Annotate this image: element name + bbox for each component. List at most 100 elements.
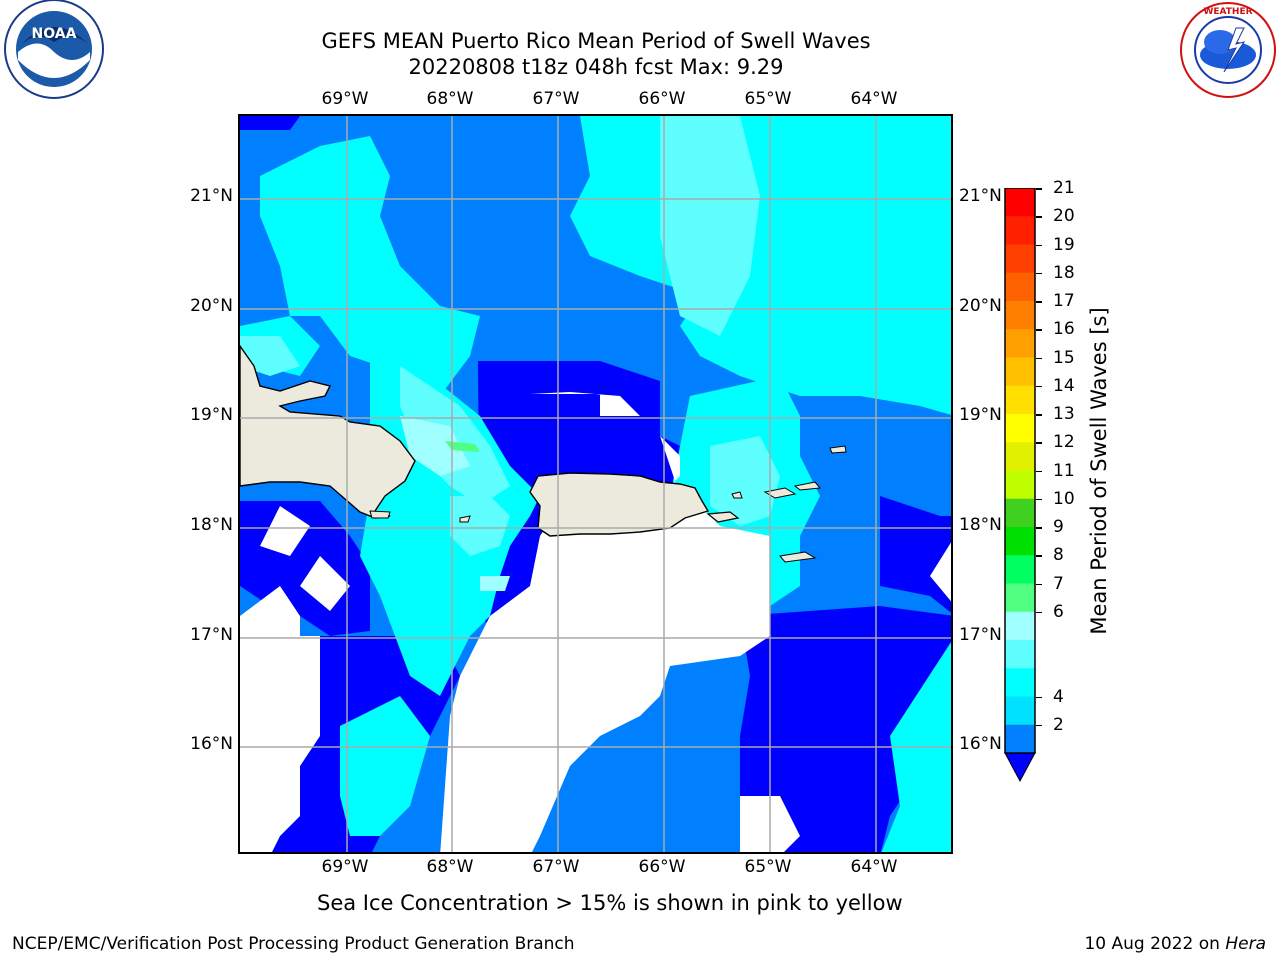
no-data-area (260, 506, 310, 556)
graticule (240, 116, 951, 852)
colorbar-tick-mark (1036, 385, 1042, 388)
saona-island (369, 510, 391, 519)
colorbar-tick-label: 20 (1053, 206, 1075, 227)
sea-ice-note: Sea Ice Concentration > 15% is shown in … (317, 891, 903, 915)
colorbar (1004, 187, 1036, 788)
colorbar-tick-label: 14 (1053, 375, 1075, 396)
lon-label-bottom: 65°W (744, 857, 792, 877)
colorbar-swatch (1005, 244, 1035, 274)
colorbar-tick-mark (1036, 527, 1042, 529)
colorbar-swatch (1005, 329, 1035, 358)
mona-island (459, 515, 471, 523)
swell-band-dark (880, 496, 951, 613)
colorbar-tick-mark (1036, 583, 1042, 585)
colorbar-tick-mark (1036, 724, 1042, 727)
colorbar-swatch (1005, 498, 1035, 528)
lon-label-bottom: 69°W (321, 857, 369, 877)
lon-label-bottom: 68°W (426, 857, 474, 877)
colorbar-swatch (1005, 470, 1035, 500)
footer-date-text: 10 Aug 2022 on (1084, 934, 1226, 954)
colorbar-tick-mark (1036, 329, 1042, 331)
lon-label-top: 64°W (850, 89, 898, 109)
lat-label-left: 21°N (190, 186, 233, 206)
nws-logo: WEATHER (1178, 0, 1278, 104)
lon-label-bottom: 64°W (850, 857, 898, 877)
st-thomas-island (763, 487, 797, 499)
lon-label-top: 66°W (638, 89, 686, 109)
colorbar-tick-label: 4 (1053, 686, 1064, 707)
lat-label-left: 20°N (190, 296, 233, 316)
colorbar-tick-label: 7 (1053, 573, 1064, 594)
footer-date: 10 Aug 2022 on Hera (1084, 934, 1266, 954)
colorbar-extend-arrow (1004, 752, 1036, 783)
swell-band-dark (240, 116, 300, 130)
no-data-area (930, 542, 951, 602)
colorbar-swatch (1005, 611, 1035, 641)
swell-band-8-9 (480, 576, 510, 591)
colorbar-tick-label: 18 (1053, 262, 1075, 283)
colorbar-swatch (1005, 724, 1035, 754)
colorbar-label: Mean Period of Swell Waves [s] (1087, 307, 1111, 635)
swell-band-4-6 (340, 696, 430, 836)
lon-label-top: 69°W (321, 89, 369, 109)
no-data-area (240, 586, 320, 852)
colorbar-tick-mark (1036, 611, 1042, 614)
colorbar-tick-label: 8 (1053, 545, 1064, 566)
colorbar-tick-mark (1036, 414, 1042, 416)
colorbar-swatch (1005, 414, 1035, 443)
no-data-area (300, 556, 350, 611)
colorbar-swatch (1005, 555, 1035, 584)
noaa-logo: NOAA (2, 0, 106, 104)
map-panel (238, 114, 953, 854)
chart-subtitle: 20220808 t18z 048h fcst Max: 9.29 (408, 55, 784, 79)
lon-label-top: 68°W (426, 89, 474, 109)
colorbar-swatch (1005, 216, 1035, 245)
colorbar-swatch (1005, 188, 1035, 217)
colorbar-tick-label: 13 (1053, 404, 1075, 424)
colorbar-tick-label: 16 (1053, 319, 1075, 340)
footer-credit: NCEP/EMC/Verification Post Processing Pr… (12, 934, 575, 954)
colorbar-swatch (1005, 583, 1035, 613)
colorbar-tick-mark (1036, 357, 1042, 359)
svg-text:WEATHER: WEATHER (1203, 7, 1252, 17)
colorbar-tick-mark (1036, 272, 1042, 275)
swell-band-6-8 (240, 336, 300, 376)
st-croix-island (779, 551, 817, 563)
colorbar-tick-label: 19 (1053, 234, 1075, 255)
colorbar-tick-label: 21 (1053, 178, 1075, 198)
lat-label-right: 18°N (959, 515, 1002, 535)
swell-band-6-8 (710, 436, 780, 526)
hispaniola-land (240, 344, 416, 519)
colorbar-tick-mark (1036, 244, 1042, 246)
colorbar-tick-label: 9 (1053, 517, 1064, 537)
colorbar-swatch (1005, 357, 1035, 387)
vieques-island (706, 511, 740, 523)
colorbar-swatch (1005, 272, 1035, 302)
colorbar-swatch (1005, 668, 1035, 697)
lat-label-right: 20°N (959, 296, 1002, 316)
lat-label-left: 16°N (190, 734, 233, 754)
colorbar-tick-mark (1036, 216, 1042, 218)
colorbar-swatch (1005, 640, 1035, 669)
colorbar-tick-mark (1036, 188, 1042, 190)
colorbar-tick-mark (1036, 498, 1042, 501)
swell-band-6-8 (450, 496, 510, 556)
chart-title: GEFS MEAN Puerto Rico Mean Period of Swe… (321, 29, 871, 53)
lat-label-left: 19°N (190, 405, 233, 425)
colorbar-swatch (1005, 442, 1035, 471)
lat-label-right: 17°N (959, 625, 1002, 645)
lat-label-right: 21°N (959, 186, 1002, 206)
lon-label-bottom: 66°W (638, 857, 686, 877)
colorbar-tick-label: 10 (1053, 488, 1075, 509)
swell-band-9-10 (445, 441, 480, 452)
lon-label-top: 65°W (744, 89, 792, 109)
lat-label-right: 16°N (959, 734, 1002, 754)
colorbar-tick-label: 2 (1053, 714, 1064, 735)
colorbar-swatch (1005, 696, 1035, 726)
colorbar-tick-label: 15 (1053, 347, 1075, 368)
lat-label-left: 17°N (190, 625, 233, 645)
colorbar-tick-mark (1036, 442, 1042, 444)
colorbar-tick-mark (1036, 301, 1042, 303)
colorbar-swatch (1005, 301, 1035, 330)
lat-label-right: 19°N (959, 405, 1002, 425)
